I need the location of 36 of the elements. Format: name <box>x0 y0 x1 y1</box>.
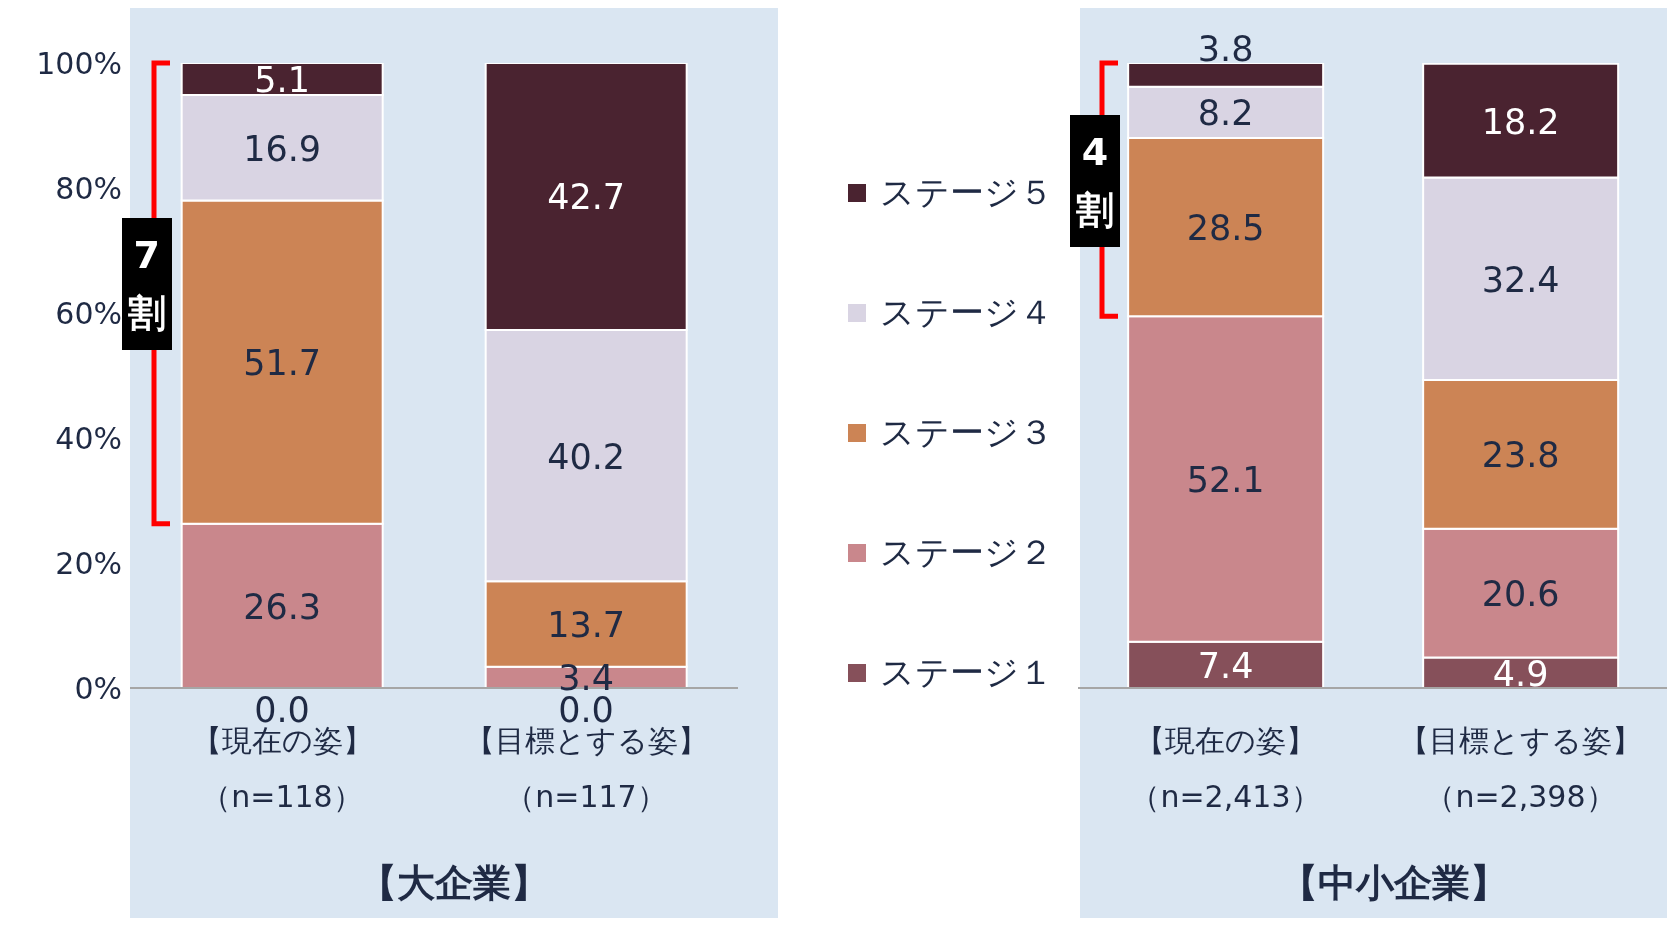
legend-label: ステージ２ <box>880 531 1053 574</box>
y-tick-label: 40% <box>55 420 122 456</box>
y-tick-label: 100% <box>36 45 122 81</box>
annotation: 4割 <box>1075 128 1115 234</box>
legend-label: ステージ５ <box>880 171 1053 214</box>
y-tick-label: 20% <box>55 545 122 581</box>
data-label: 7.4 <box>1197 645 1254 686</box>
data-label: 28.5 <box>1186 208 1265 249</box>
data-label: 3.8 <box>1197 29 1254 69</box>
y-tick-label: 80% <box>55 170 122 206</box>
legend-label: ステージ３ <box>880 411 1053 454</box>
data-label: 8.2 <box>1197 93 1254 134</box>
data-label: 42.7 <box>547 177 626 218</box>
data-label: 23.8 <box>1481 435 1560 476</box>
x-tick-label: 【現在の姿】（n=118） <box>191 723 373 814</box>
legend-label: ステージ４ <box>880 291 1053 334</box>
data-label: 40.2 <box>547 436 626 477</box>
y-tick-label: 60% <box>55 295 122 331</box>
legend-label: ステージ１ <box>880 651 1053 694</box>
data-label: 20.6 <box>1481 574 1560 614</box>
x-tick-label: 【目標とする姿】（n=2,398） <box>1399 723 1642 814</box>
data-label: 26.3 <box>243 586 322 627</box>
x-axis-title: 【大企業】 <box>358 860 550 907</box>
x-tick-label: 【現在の姿】（n=2,413） <box>1130 723 1321 814</box>
x-axis-title: 【中小企業】 <box>1279 860 1509 907</box>
data-label: 5.1 <box>254 59 311 100</box>
data-label: 32.4 <box>1481 259 1560 300</box>
data-label: 4.9 <box>1492 653 1549 694</box>
data-label: 52.1 <box>1186 459 1265 500</box>
annotation: 7割 <box>126 232 167 338</box>
y-tick-label: 0% <box>74 670 122 706</box>
data-label: 16.9 <box>243 128 322 169</box>
x-tick-label: 【目標とする姿】（n=117） <box>464 723 708 814</box>
data-label: 13.7 <box>547 604 626 645</box>
data-label: 51.7 <box>243 343 322 384</box>
data-label: 18.2 <box>1481 101 1560 142</box>
